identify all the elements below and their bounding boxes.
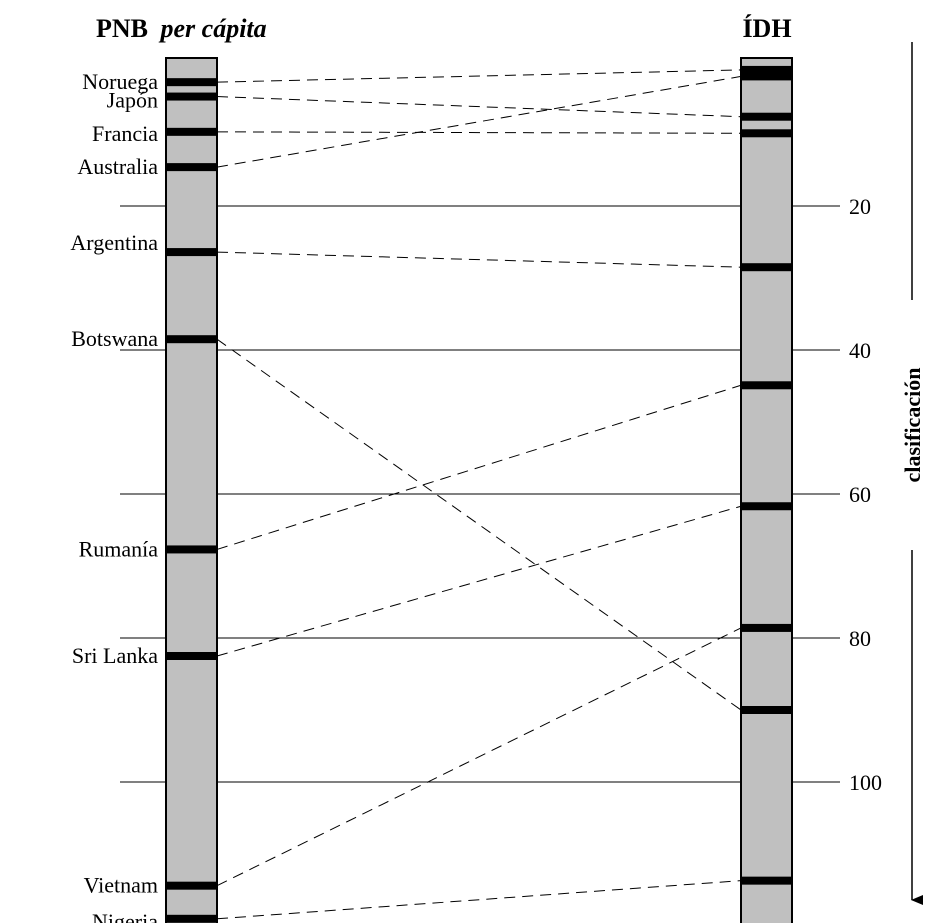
axis-title: clasificación [900, 368, 925, 483]
country-label-nigeria: Nigeria [92, 909, 158, 923]
hdi-bar-argentina [741, 263, 792, 272]
tick-label-20: 20 [849, 194, 871, 219]
gnp-column [165, 57, 218, 923]
tick-label-60: 60 [849, 482, 871, 507]
connector-jap-n [216, 96, 742, 118]
right-column-header: ÍDH [742, 14, 791, 43]
connector-nigeria [216, 880, 742, 920]
gnp-bar-noruega [166, 78, 217, 87]
hdi-column [740, 57, 793, 923]
connector-australia [216, 75, 742, 168]
hdi-bar-vietnam [741, 623, 792, 632]
country-label-jap-n: Japón [107, 88, 158, 113]
country-label-vietnam: Vietnam [84, 873, 158, 898]
country-label-noruega: Noruega [82, 69, 158, 94]
connector-vietnam [216, 627, 742, 887]
country-label-sri-lanka: Sri Lanka [72, 643, 158, 668]
connector-francia [216, 131, 742, 134]
left-column-header: PNB per cápita [96, 14, 267, 43]
tick-label-40: 40 [849, 338, 871, 363]
gnp-bar-francia [166, 127, 217, 136]
gnp-bar-botswana [166, 335, 217, 344]
country-label-botswana: Botswana [71, 326, 158, 351]
gnp-bar-jap-n [166, 92, 217, 101]
tick-labels: 20 40 60 80 100 [849, 194, 882, 795]
connector-noruega [216, 69, 742, 83]
gnp-bar-ruman-a [166, 545, 217, 554]
gnp-bar-vietnam [166, 881, 217, 890]
gnp-bar-nigeria [166, 914, 217, 923]
hdi-bar-botswana [741, 706, 792, 714]
hdi-bar-nigeria [741, 876, 792, 885]
gnp-bar-sri-lanka [166, 652, 217, 660]
country-label-argentina: Argentina [70, 230, 158, 255]
hdi-bar-australia [741, 72, 792, 81]
rank-bars [166, 65, 792, 923]
connector-sri-lanka [216, 505, 742, 657]
hdi-bar-noruega [741, 65, 792, 74]
axis-title-background [900, 300, 924, 550]
tick-label-80: 80 [849, 626, 871, 651]
country-label-ruman-a: Rumanía [79, 536, 159, 561]
tick-label-100: 100 [849, 770, 882, 795]
hdi-bar-sri-lanka [741, 502, 792, 511]
gnp-bar-argentina [166, 248, 217, 257]
connector-argentina [216, 251, 742, 268]
left-header-bold: PNB [96, 14, 148, 43]
country-label-australia: Australia [77, 154, 158, 179]
hdi-bar-jap-n [741, 112, 792, 121]
hdi-bar-ruman-a [741, 381, 792, 390]
left-header-italic: per cápita [159, 14, 267, 43]
rank-grid-lines [120, 205, 840, 783]
country-label-francia: Francia [92, 121, 158, 146]
connector-lines [216, 69, 742, 920]
gnp-bar-australia [166, 163, 217, 172]
connector-ruman-a [216, 384, 742, 550]
hdi-bar-francia [741, 129, 792, 138]
